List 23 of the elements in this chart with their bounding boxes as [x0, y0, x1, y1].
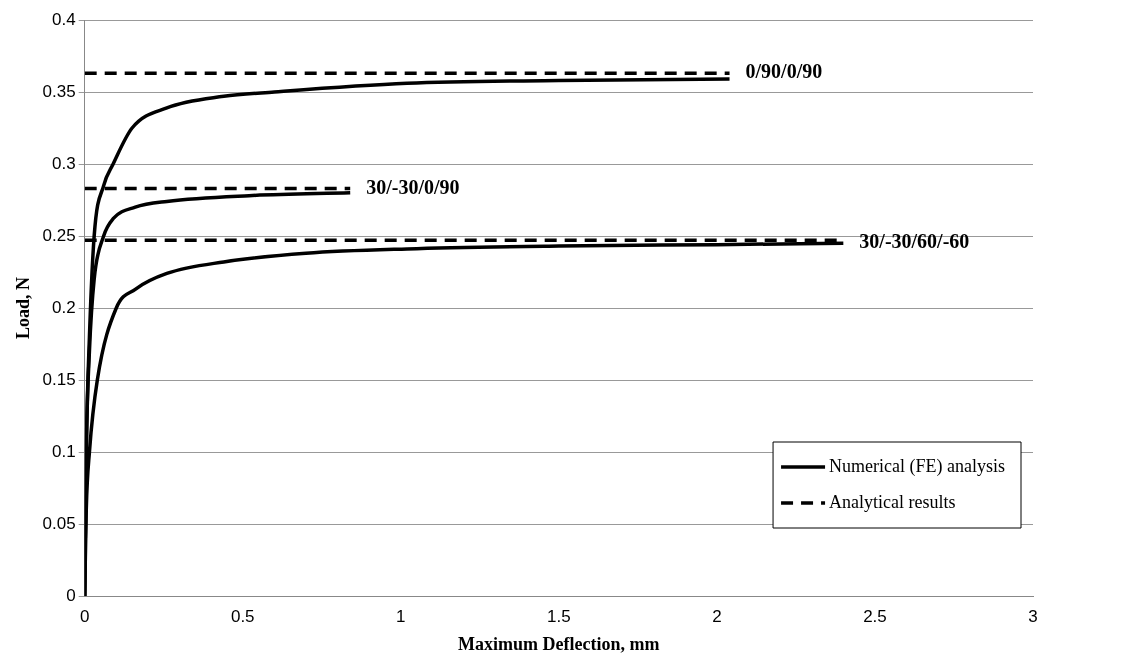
y-tick-label: 0.3 [52, 153, 76, 173]
y-tick-label: 0.2 [52, 297, 76, 317]
x-tick-label: 2.5 [863, 606, 887, 626]
y-tick-label: 0 [66, 585, 76, 605]
y-tick-label: 0.15 [42, 369, 76, 389]
x-tick-label: 0.5 [230, 606, 255, 626]
x-tick-label: 2 [712, 606, 722, 626]
x-tick-label: 1 [396, 606, 406, 626]
legend-label: Analytical results [829, 491, 956, 512]
y-tick-label: 0.35 [42, 81, 76, 101]
x-tick-label: 3 [1028, 606, 1038, 626]
legend-label: Numerical (FE) analysis [829, 455, 1005, 477]
x-tick-label: 0 [79, 606, 90, 626]
y-axis-title: Load, N [13, 276, 34, 340]
y-tick-label: 0.05 [42, 513, 76, 533]
y-tick-label: 0.25 [42, 225, 76, 245]
x-axis-title: Maximum Deflection, mm [458, 633, 660, 654]
annotation: 30/-30/60/-60 [859, 230, 970, 253]
y-tick-label: 0.4 [52, 9, 76, 29]
x-tick-label: 1.5 [547, 606, 571, 626]
y-tick-label: 0.1 [52, 441, 76, 461]
annotation: 0/90/0/90 [745, 60, 823, 83]
annotation: 30/-30/0/90 [366, 175, 460, 198]
